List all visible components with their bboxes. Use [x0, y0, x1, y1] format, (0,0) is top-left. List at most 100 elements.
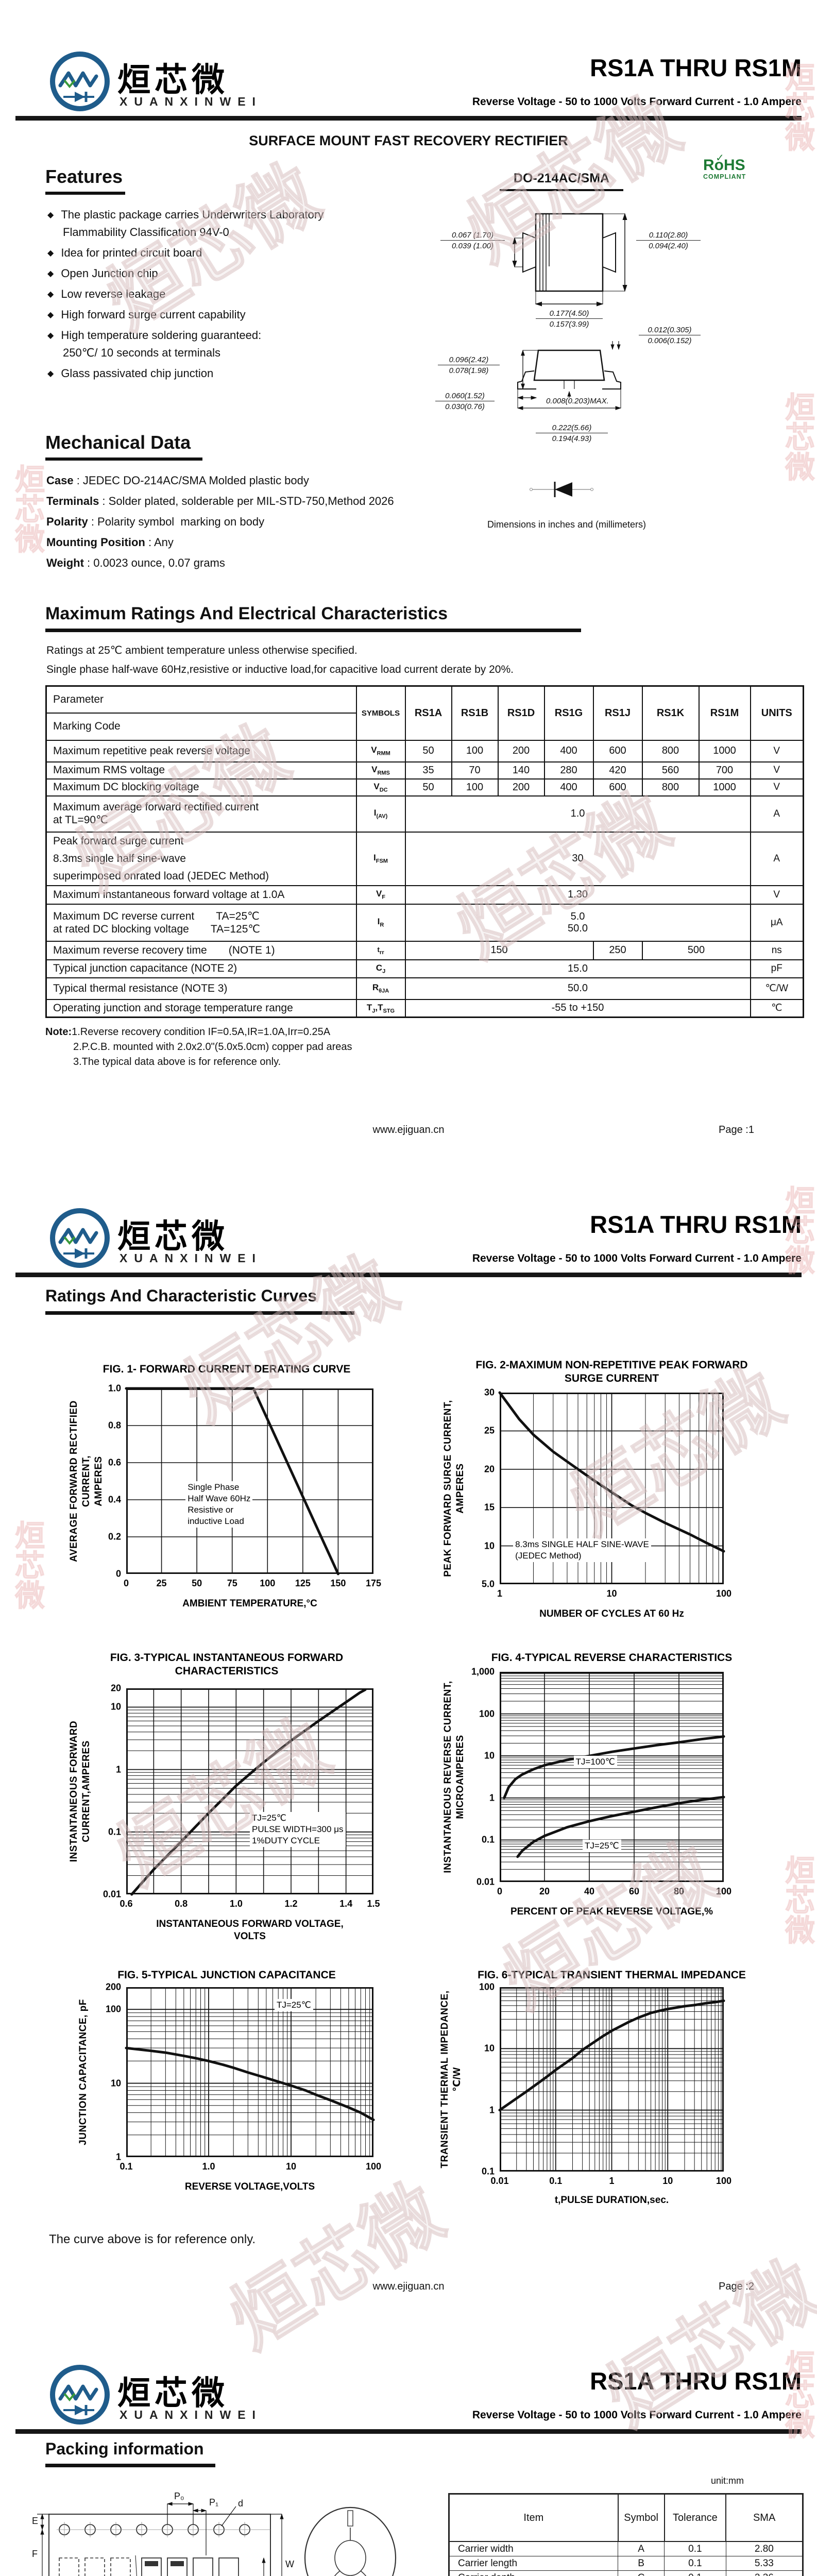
tape-label-d: d: [238, 2498, 244, 2509]
part-number-title: RS1A THRU RS1M: [590, 54, 802, 81]
bullet-diamond-icon: ◆: [47, 269, 54, 278]
table-cell: 2.36: [725, 2570, 804, 2576]
bullet-diamond-icon: ◆: [47, 211, 54, 219]
y-axis-tick-label: 10: [484, 2043, 495, 2054]
dim-foot-length: 0.060(1.52) 0.030(0.76): [435, 392, 495, 411]
packing-header: Tolerance: [663, 2493, 727, 2542]
mech-value: : 0.0023 ounce, 0.07 grams: [83, 556, 225, 569]
value-cell: 5.0 50.0: [404, 903, 751, 942]
value-cell: 800: [641, 778, 700, 796]
x-axis-tick-label: 150: [330, 1578, 346, 1588]
mech-label: Terminals: [46, 495, 99, 507]
fig5-ylabel: JUNCTION CAPACITANCE, pF: [78, 1999, 89, 2145]
fig5-plot: 0.1 1.0 10 100 1 10 100 200 TJ=25℃: [106, 1982, 381, 2172]
package-side-view-drawing: [517, 341, 622, 410]
param-text: Maximum RMS voltage: [53, 764, 165, 776]
table-cell: Carrier depth: [448, 2570, 619, 2576]
y-axis-tick-label: 5.0: [481, 1579, 495, 1589]
ratings-intro-1: Ratings at 25℃ ambient temperature unles…: [46, 645, 358, 656]
x-axis-tick-label: 50: [192, 1578, 202, 1588]
fig6-plot: 0.01 0.1 1 10 100 0.1 1 10 100: [479, 1982, 731, 2187]
y-axis-tick-label: 1.0: [108, 1383, 121, 1394]
symbol-cell: VF: [355, 885, 406, 905]
x-axis-tick-label: 10: [285, 2161, 297, 2172]
bullet-diamond-icon: ◆: [47, 331, 54, 340]
x-axis-tick-label: 10: [606, 1588, 617, 1599]
unit-cell: ℃: [750, 998, 804, 1018]
param-text: Operating junction and storage temperatu…: [53, 1002, 293, 1014]
table-cell: C: [618, 2570, 665, 2576]
company-logo-icon: [50, 1208, 110, 1268]
y-axis-tick-label: 0.1: [481, 2166, 495, 2177]
tape-label-w: W: [285, 2559, 294, 2569]
footer-url[interactable]: www.ejiguan.cn: [372, 2281, 445, 2292]
y-axis-tick-label: 30: [484, 1387, 495, 1398]
y-axis-tick-label: 100: [105, 2004, 121, 2014]
param-text: Typical thermal resistance (NOTE 3): [53, 982, 228, 994]
bullet-diamond-icon: ◆: [47, 290, 54, 299]
chart-canvas: [126, 1688, 373, 1896]
y-axis-tick-label: 0.01: [476, 1876, 495, 1887]
voltage-current-subtitle: Reverse Voltage - 50 to 1000 Volts Forwa…: [472, 2409, 802, 2421]
table-row: Carrier length B 0.1 5.33: [448, 2556, 804, 2571]
footer-url[interactable]: www.ejiguan.cn: [372, 1124, 445, 1136]
y-axis-tick-label: 100: [479, 1981, 495, 1992]
param-text: Maximum average forward rectified curren…: [53, 801, 259, 813]
symbol-cell: VRMS: [355, 761, 406, 779]
voltage-current-subtitle: Reverse Voltage - 50 to 1000 Volts Forwa…: [472, 96, 802, 108]
value-cell: 600: [592, 778, 643, 796]
curves-footnote: The curve above is for reference only.: [49, 2232, 256, 2246]
symbol-cell: TJ,TSTG: [355, 998, 406, 1018]
x-axis-tick-label: 1.0: [229, 1899, 243, 1909]
packing-header: Symbol: [617, 2493, 665, 2542]
table-cell: A: [618, 2541, 665, 2556]
x-axis-tick-label: 1.5: [367, 1899, 380, 1909]
features-underline: [45, 192, 125, 195]
chart-annotation: TJ=25℃: [582, 1840, 621, 1853]
symbol-cell: IFSM: [355, 831, 406, 886]
unit-cell: μA: [750, 903, 804, 942]
y-axis-tick-label: 0.8: [108, 1420, 121, 1431]
x-axis-tick-label: 0.1: [549, 2176, 563, 2186]
dim-standoff: 0.008(0.203)MAX.: [546, 397, 609, 405]
unit-cell: ns: [750, 940, 804, 960]
part-number-title: RS1A THRU RS1M: [590, 2367, 802, 2395]
curves-underline: [45, 1311, 354, 1315]
chart-canvas: [498, 1391, 725, 1584]
x-axis-tick-label: 100: [716, 1886, 732, 1896]
feature-item: Open Junction chip: [61, 267, 158, 280]
mechanical-data-heading: Mechanical Data: [45, 432, 191, 453]
mech-label: Mounting Position: [46, 536, 145, 549]
fig1-title: FIG. 1- FORWARD CURRENT DERATING CURVE: [103, 1363, 351, 1375]
unit-cell: V: [750, 761, 804, 779]
table-cell: 0.1: [664, 2570, 726, 2576]
bullet-diamond-icon: ◆: [47, 311, 54, 319]
brand-name-cn: 烜芯微: [117, 2375, 229, 2412]
param-text: at TL=90℃: [53, 814, 108, 826]
chart-canvas: [125, 1987, 375, 2157]
y-axis-tick-label: 0.01: [103, 1889, 121, 1900]
x-axis-tick-label: 100: [716, 1588, 732, 1599]
fig3-xlabel: INSTANTANEOUS FORWARD VOLTAGE, VOLTS: [156, 1919, 344, 1942]
marking-code-cell: Marking Code: [45, 712, 357, 741]
y-axis-tick-label: 1: [115, 2151, 121, 2162]
feature-item: Low reverse leakage: [61, 287, 166, 300]
ratings-notes: Note:1.Reverse recovery condition IF=0.5…: [45, 1026, 352, 1068]
note-text: 1.Reverse recovery condition IF=0.5A,IR=…: [72, 1026, 331, 1038]
feature-item: Flammability Classification 94V-0: [63, 226, 229, 239]
value-cell: 50: [404, 778, 452, 796]
fig4-title: FIG. 4-TYPICAL REVERSE CHARACTERISTICS: [491, 1652, 733, 1664]
mech-label: Case: [46, 474, 74, 487]
rohs-compliant-text: COMPLIANT: [703, 173, 746, 180]
ratings-underline: [45, 629, 581, 632]
x-axis-tick-label: 20: [539, 1886, 550, 1896]
dim-body-height: 0.110(2.80) 0.094(2.40): [636, 231, 701, 250]
unit-cell: V: [750, 885, 804, 905]
param-text: 8.3ms single half sine-wave: [53, 852, 186, 865]
header-rule: [15, 116, 802, 121]
note-label: Note:: [45, 1026, 72, 1038]
ratings-table: Parameter SYMBOLS RS1A RS1B RS1D RS1G RS…: [45, 685, 804, 1018]
x-axis-tick-label: 1: [497, 1588, 503, 1599]
x-axis-tick-label: 40: [584, 1886, 595, 1896]
fig6-ylabel: TRANSIENT THERMAL IMPEDANCE, ℃/W: [439, 1990, 463, 2168]
